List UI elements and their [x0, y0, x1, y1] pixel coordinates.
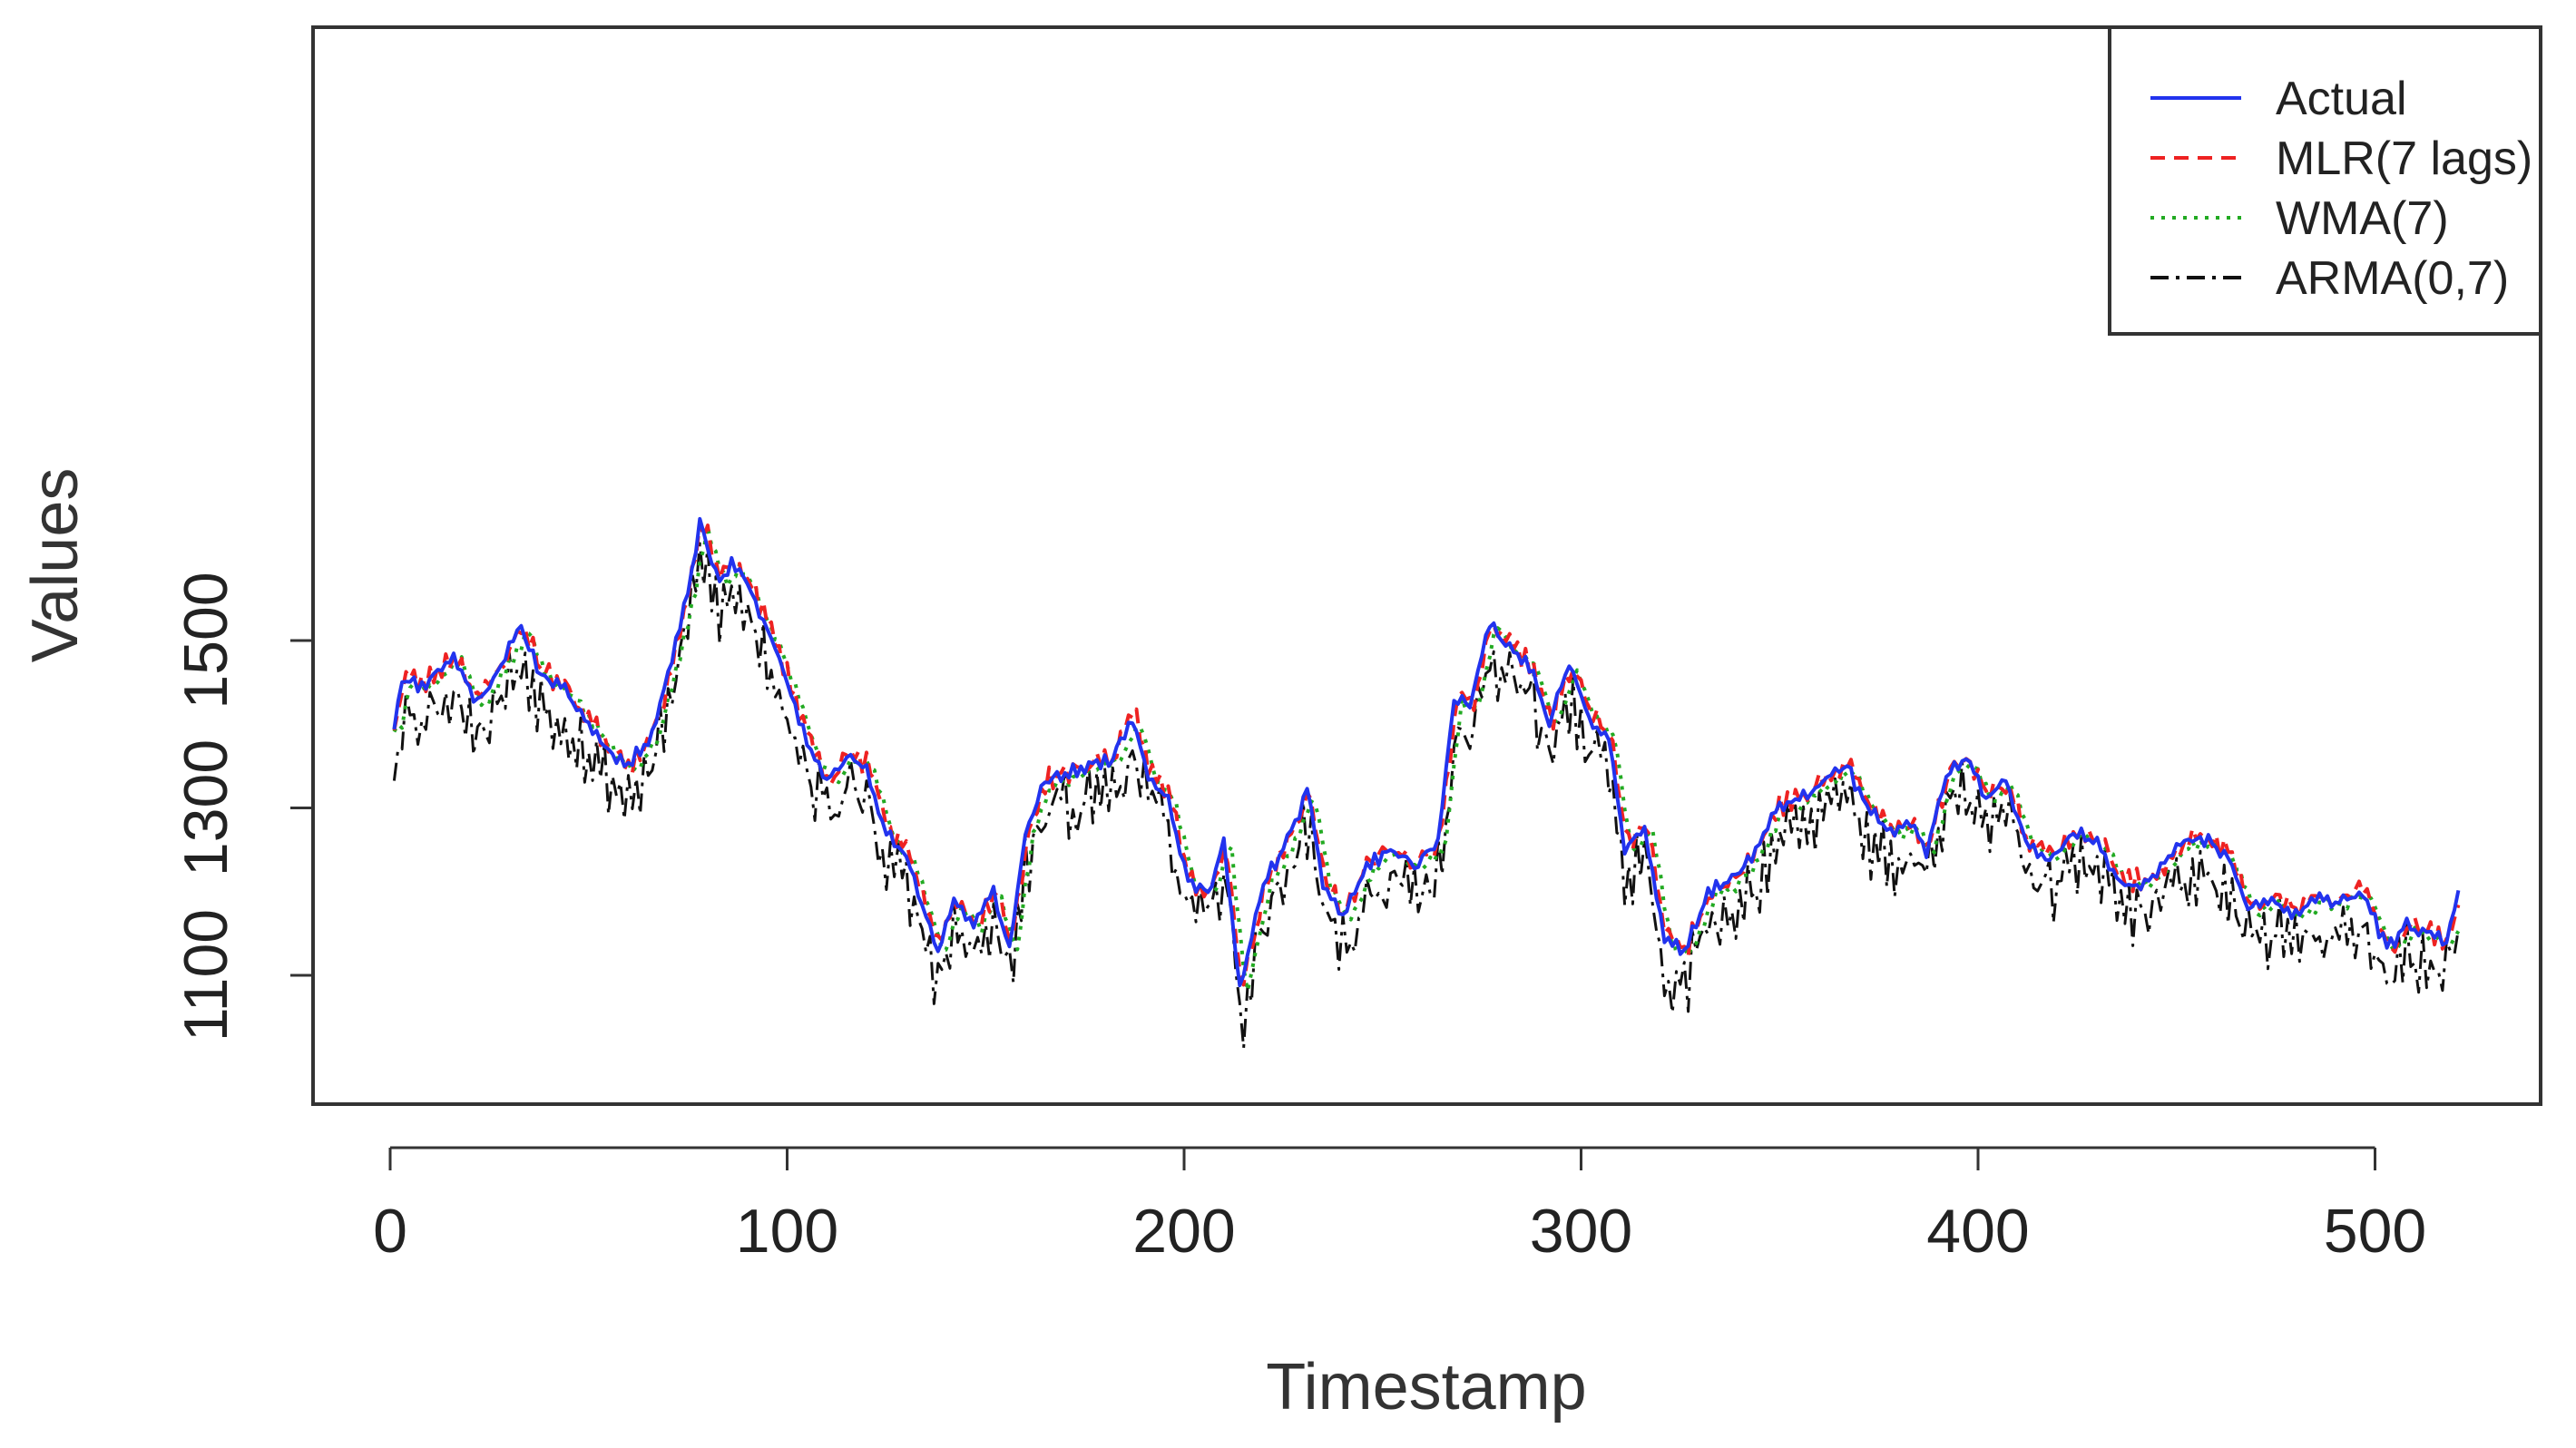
- x-tick-label: 500: [2324, 1197, 2426, 1266]
- series-line-mlr-7-lags: [392, 520, 2461, 987]
- legend: Actual MLR(7 lags) WMA(7) ARMA(0,7): [2108, 25, 2542, 336]
- x-tick-label: 300: [1530, 1197, 1632, 1266]
- y-axis-title: Values: [19, 468, 92, 663]
- series-line-actual: [392, 516, 2461, 988]
- x-tick-label: 0: [373, 1197, 407, 1266]
- x-tick-label: 200: [1132, 1197, 1235, 1266]
- legend-label: ARMA(0,7): [2276, 252, 2509, 305]
- series-line-arma-0-7: [392, 542, 2460, 1050]
- x-tick-label: 400: [1926, 1197, 2029, 1266]
- x-tick-label: 100: [736, 1197, 838, 1266]
- ticks-layer: 0 100 200 300 400 500 1100 1300 1500: [171, 572, 2426, 1266]
- legend-box: [2108, 25, 2542, 336]
- legend-label: MLR(7 lags): [2276, 132, 2532, 185]
- y-tick-label: 1100: [171, 909, 240, 1042]
- y-tick-label: 1300: [171, 739, 240, 876]
- series-layer: [392, 516, 2461, 1050]
- x-axis-title: Timestamp: [1266, 1351, 1586, 1424]
- legend-label: Actual: [2276, 73, 2407, 125]
- y-tick-label: 1500: [171, 572, 240, 709]
- plot-frame: [311, 25, 2542, 1106]
- series-line-wma-7: [392, 524, 2461, 993]
- legend-label: WMA(7): [2276, 192, 2449, 245]
